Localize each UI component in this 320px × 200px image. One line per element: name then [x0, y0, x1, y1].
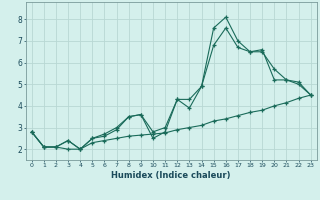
X-axis label: Humidex (Indice chaleur): Humidex (Indice chaleur): [111, 171, 231, 180]
